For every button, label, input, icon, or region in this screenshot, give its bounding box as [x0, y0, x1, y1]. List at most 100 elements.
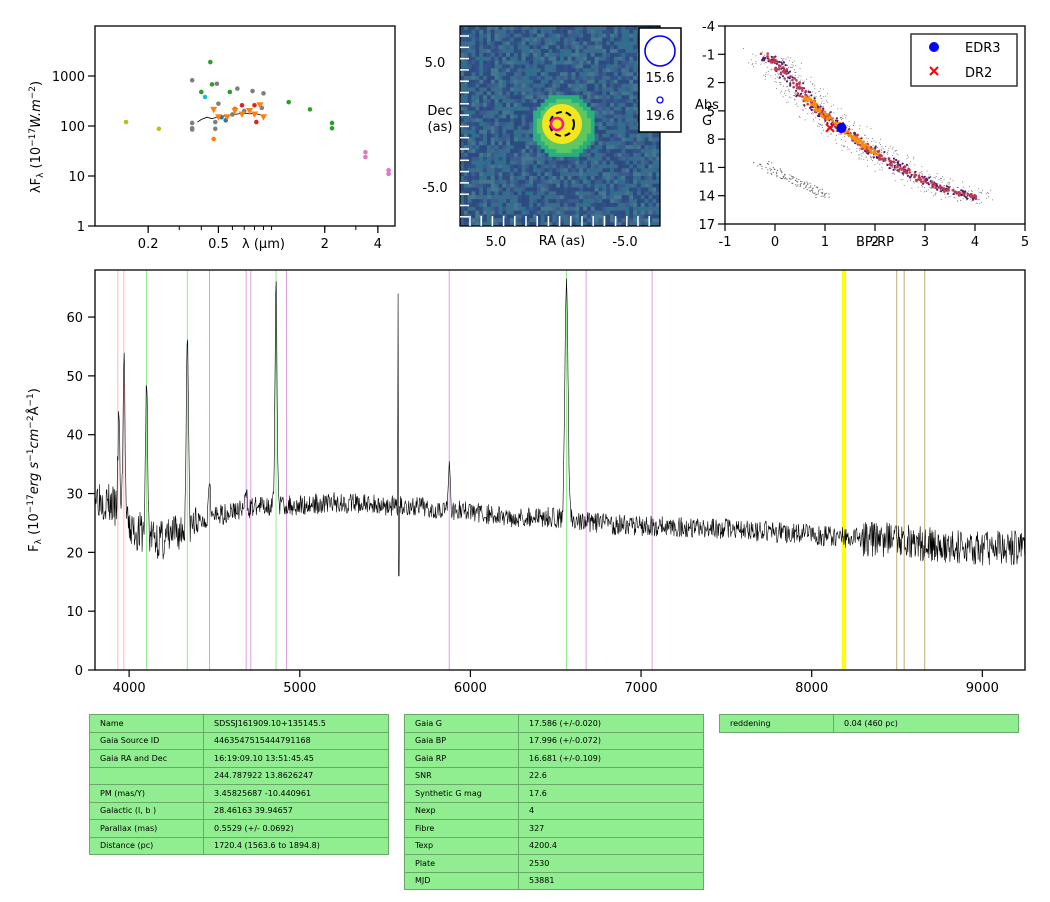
image-pixel — [529, 122, 534, 127]
image-pixel — [490, 164, 495, 169]
image-pixel — [502, 64, 507, 69]
image-pixel — [633, 176, 638, 181]
image-pixel — [506, 102, 511, 108]
image-pixel — [610, 206, 615, 211]
sed-point — [329, 120, 335, 126]
cmd-star — [969, 185, 971, 187]
image-pixel — [610, 129, 615, 134]
image-pixel — [483, 37, 488, 42]
image-pixel — [517, 95, 522, 100]
cmd-star — [902, 175, 904, 176]
image-pixel — [540, 45, 545, 50]
cmd-density-low — [795, 95, 798, 98]
image-pixel — [533, 87, 538, 92]
cmd-density-mid — [866, 150, 869, 153]
image-pixel — [529, 156, 534, 161]
image-pixel — [544, 29, 549, 34]
image-pixel — [602, 172, 607, 177]
image-pixel — [460, 52, 465, 58]
image-pixel — [560, 176, 565, 181]
cmd-density-low — [883, 150, 886, 154]
image-pixel — [583, 168, 588, 173]
cmd-density-low — [853, 131, 856, 134]
image-pixel — [571, 72, 576, 77]
cmd-density-mid — [939, 186, 942, 190]
image-pixel — [498, 29, 503, 34]
image-pixel — [494, 126, 499, 131]
image-pixel — [486, 95, 492, 100]
table-row: Parallax (mas) 0.5529 (+/- 0.0692) — [89, 819, 389, 838]
image-pixel — [636, 133, 642, 138]
image-pixel — [629, 37, 634, 42]
image-pixel — [529, 129, 534, 134]
image-pixel — [606, 60, 611, 65]
image-pixel — [513, 72, 518, 77]
image-pixel — [556, 56, 561, 61]
image-pixel — [590, 118, 595, 123]
image-pixel — [648, 202, 653, 208]
image-pixel — [517, 33, 522, 38]
image-pixel — [510, 76, 515, 81]
cmd-star — [907, 156, 909, 158]
image-pixel — [494, 33, 499, 38]
image-pixel — [552, 176, 557, 181]
image-pixel — [502, 160, 507, 165]
image-pixel — [610, 64, 615, 69]
image-pixel — [490, 122, 495, 127]
image-pixel — [486, 68, 492, 73]
image-pixel — [606, 26, 611, 31]
sed-triangle — [214, 114, 222, 121]
image-pixel — [598, 183, 603, 188]
image-pixel — [567, 95, 572, 100]
image-pixel — [467, 64, 472, 69]
image-pixel — [502, 114, 507, 119]
image-pixel — [506, 206, 511, 211]
image-pixel — [540, 99, 545, 104]
spectrum-ytick-label: 30 — [66, 488, 83, 503]
image-pixel — [633, 76, 638, 81]
image-pixel — [579, 106, 584, 111]
image-pixel — [525, 26, 530, 31]
image-pixel — [506, 168, 511, 173]
cmd-star — [948, 184, 950, 185]
image-pixel — [583, 110, 588, 115]
image-ylabel: Dec — [427, 104, 452, 119]
image-pixel — [479, 29, 484, 34]
cmd-star — [936, 173, 938, 174]
image-pixel — [548, 152, 553, 158]
image-pixel — [586, 72, 592, 77]
image-pixel — [617, 68, 622, 73]
image-pixel — [606, 45, 611, 50]
image-pixel — [571, 218, 576, 223]
image-pixel — [533, 149, 538, 154]
cmd-wd-star — [780, 178, 783, 180]
image-pixel — [617, 106, 622, 111]
cmd-density-low — [899, 164, 902, 167]
image-pixel — [606, 191, 611, 196]
image-pixel — [579, 152, 584, 158]
cmd-star — [750, 59, 752, 61]
image-pixel — [586, 152, 592, 158]
image-pixel — [563, 210, 568, 215]
image-pixel — [517, 137, 522, 142]
image-pixel — [602, 195, 607, 200]
cmd-density-high — [814, 105, 817, 109]
image-pixel — [475, 41, 480, 46]
image-pixel — [552, 156, 557, 161]
image-pixel — [540, 114, 545, 119]
image-pixel — [502, 164, 507, 169]
cmd-density-mid — [777, 67, 780, 71]
image-pixel — [540, 33, 545, 38]
image-pixel — [540, 37, 545, 42]
image-pixel — [633, 160, 638, 165]
image-pixel — [567, 172, 572, 177]
image-pixel — [544, 210, 549, 215]
image-pixel — [463, 106, 468, 111]
image-pixel — [467, 202, 472, 208]
image-pixel — [517, 60, 522, 65]
cmd-star — [804, 119, 806, 121]
cmd-wd-star — [792, 176, 794, 178]
image-pixel — [652, 160, 657, 165]
image-pixel — [625, 126, 630, 131]
cmd-density-mid — [887, 157, 891, 160]
